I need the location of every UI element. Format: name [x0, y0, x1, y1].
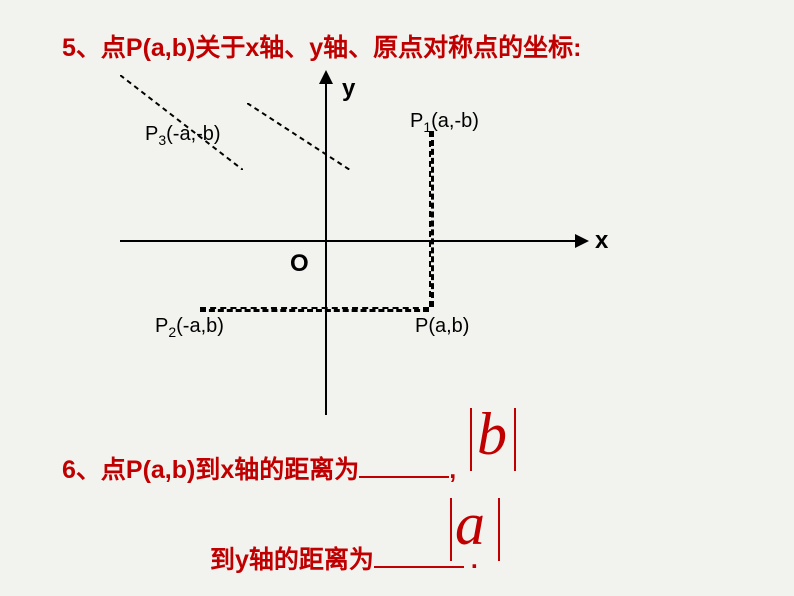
abs-bar-right-a: [498, 498, 500, 561]
point-p2-label: P2(-a,b): [155, 315, 224, 340]
dashed-line-horizontal: [200, 307, 429, 312]
point-p3-label: P3(-a,-b): [145, 123, 221, 148]
blank-b: [359, 476, 449, 478]
dashed-line-vertical: [429, 131, 434, 307]
point-p1-label: P1(a,-b): [410, 110, 479, 135]
heading-6-prefix: 6、点P(a,b)到x轴的距离为: [62, 456, 359, 484]
p1-letter: P: [410, 110, 423, 132]
blank-a: [374, 566, 464, 568]
y-axis-arrow-icon: [319, 70, 333, 84]
answer-a: a: [455, 490, 485, 559]
p3-subscript: 3: [158, 132, 166, 148]
heading-6-line2: 到y轴的距离为 .: [210, 540, 478, 576]
abs-bar-left-a: [450, 498, 452, 561]
abs-bar-left-b: [470, 408, 472, 471]
heading-6-suffix: ,: [449, 456, 456, 484]
heading-6-line1: 6、点P(a,b)到x轴的距离为,: [62, 450, 456, 486]
p2-subscript: 2: [168, 324, 176, 340]
p3-letter: P: [145, 123, 158, 145]
x-axis-arrow-icon: [575, 234, 589, 248]
abs-bar-right-b: [514, 408, 516, 471]
answer-b: b: [477, 400, 507, 469]
point-p-label: P(a,b): [415, 315, 469, 338]
heading-6b-prefix: 到y轴的距离为: [210, 546, 374, 574]
origin-label: O: [290, 250, 309, 278]
heading-5: 5、点P(a,b)关于x轴、y轴、原点对称点的坐标:: [62, 28, 581, 64]
y-axis-line: [325, 75, 327, 415]
p2-coords: (-a,b): [176, 315, 224, 337]
y-axis-label: y: [342, 75, 355, 103]
p2-letter: P: [155, 315, 168, 337]
p1-coords: (a,-b): [431, 110, 479, 132]
x-axis-label: x: [595, 227, 608, 255]
p3-coords: (-a,-b): [166, 123, 220, 145]
x-axis-line: [120, 240, 580, 242]
coordinate-diagram: O x y P1(a,-b) P3(-a,-b) P2(-a,b) P(a,b): [120, 75, 620, 425]
dashed-line-diag-p: [247, 103, 350, 170]
